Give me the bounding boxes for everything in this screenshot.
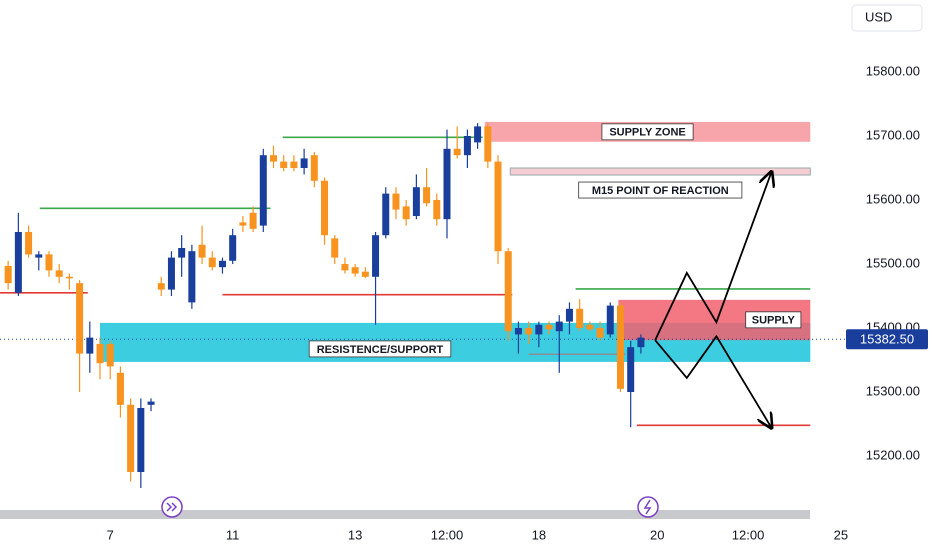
y-tick-label: 15600.00 — [866, 191, 920, 206]
zone-label: M15 POINT OF REACTION — [592, 185, 729, 197]
candle-body — [402, 206, 410, 220]
candle-body — [504, 251, 512, 332]
candle-body — [249, 212, 257, 229]
scrollbar — [0, 510, 810, 519]
projection-path — [654, 172, 771, 341]
candle-body — [290, 161, 298, 168]
candle-body — [586, 324, 594, 330]
candle-body — [76, 283, 84, 354]
candle-body — [463, 136, 471, 156]
candle-body — [351, 267, 359, 274]
x-tick-label: 7 — [107, 527, 114, 542]
candle-body — [484, 126, 492, 162]
zone-label-box — [601, 123, 694, 141]
candle-body — [14, 232, 22, 293]
candle-body — [606, 305, 614, 335]
y-tick-label: 15300.00 — [866, 383, 920, 398]
candle-body — [239, 222, 247, 226]
event-icon[interactable] — [637, 496, 659, 518]
candle-body — [433, 200, 441, 220]
candle-body — [494, 161, 502, 252]
zone-label: SUPPLY — [752, 315, 796, 327]
zone — [509, 167, 811, 176]
candle-body — [525, 328, 533, 335]
x-tick-label: 12:00 — [431, 527, 464, 542]
candle-body — [637, 337, 645, 348]
candle-body — [270, 155, 278, 162]
y-tick-label: 15800.00 — [866, 63, 920, 78]
candle-body — [55, 270, 63, 277]
candle-body — [474, 126, 482, 143]
candle-body — [627, 347, 635, 392]
candle-body — [576, 308, 584, 328]
candle-body — [310, 155, 318, 181]
zone-label-box — [308, 340, 452, 358]
candle-body — [35, 254, 43, 258]
candle-body — [616, 305, 624, 389]
zone-label-box — [745, 311, 802, 329]
candle-body — [4, 265, 12, 284]
candle-body — [86, 337, 94, 354]
candle-body — [116, 372, 124, 405]
candle-body — [443, 148, 451, 220]
candle-body — [167, 257, 175, 290]
currency-button[interactable] — [851, 4, 923, 32]
candle-body — [372, 235, 380, 277]
projection-path — [654, 334, 771, 428]
candle-body — [514, 328, 522, 335]
candle-body — [229, 235, 237, 261]
candle-body — [535, 324, 543, 335]
candle-body — [137, 408, 145, 472]
candle-body — [127, 404, 135, 472]
y-tick-label: 15200.00 — [866, 447, 920, 462]
candle-body — [412, 187, 420, 216]
candle-body — [280, 161, 288, 168]
candle-body — [157, 283, 165, 290]
zone-label: RESISTENCE/SUPPORT — [317, 344, 444, 356]
candle-body — [596, 328, 604, 338]
candle-body — [382, 193, 390, 236]
candle-body — [198, 244, 206, 258]
candle-body — [147, 401, 155, 405]
zone-label: SUPPLY ZONE — [609, 127, 685, 139]
plot-area — [0, 121, 845, 488]
candle-body — [188, 251, 196, 303]
candle-body — [423, 187, 431, 204]
event-icon-glyph — [643, 499, 652, 515]
candle-body — [331, 238, 339, 258]
event-icon-glyph — [166, 502, 178, 512]
candle-body — [545, 324, 553, 330]
candle-body — [65, 276, 73, 279]
current-price-label: 15382.50 — [860, 332, 914, 347]
candle-body — [178, 248, 186, 258]
x-tick-label: 13 — [348, 527, 362, 542]
candle-body — [392, 193, 400, 210]
candle-body — [25, 232, 33, 255]
candle-body — [218, 260, 226, 268]
y-tick-label: 15500.00 — [866, 255, 920, 270]
candle-body — [321, 180, 329, 236]
candle-body — [259, 155, 267, 226]
candle-body — [96, 344, 104, 364]
candle-body — [361, 271, 369, 277]
candle-body — [555, 321, 563, 332]
y-tick-label: 15700.00 — [866, 127, 920, 142]
x-tick-label: 12:00 — [732, 527, 765, 542]
candle-body — [341, 264, 349, 271]
candle-body — [300, 158, 308, 168]
current-price-tag — [846, 329, 928, 350]
currency-label: USD — [865, 9, 892, 24]
x-tick-label: 18 — [532, 527, 546, 542]
x-tick-label: 11 — [226, 527, 240, 542]
candle-body — [453, 148, 461, 156]
zone-label-box — [578, 181, 743, 199]
candle-body — [208, 257, 216, 268]
candle-body — [106, 344, 114, 367]
x-tick-label: 20 — [650, 527, 664, 542]
candle-body — [45, 254, 53, 271]
x-tick-label: 25 — [834, 527, 848, 542]
candle-body — [565, 308, 573, 322]
